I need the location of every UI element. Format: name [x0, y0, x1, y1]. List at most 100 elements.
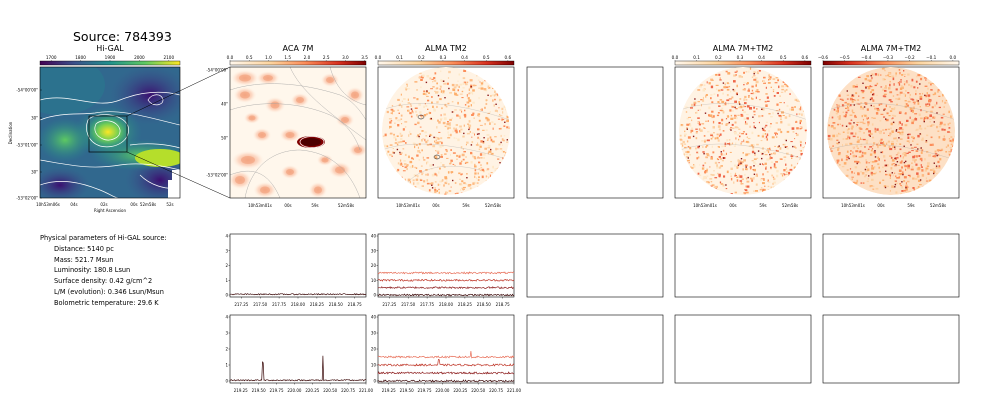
noise-pixel: [725, 123, 728, 126]
noise-pixel: [785, 171, 788, 173]
noise-pixel: [852, 135, 856, 138]
noise-pixel: [723, 145, 725, 147]
noise-pixel: [506, 119, 509, 123]
noise-pixel: [726, 99, 730, 102]
noise-pixel: [431, 101, 433, 104]
noise-pixel: [884, 78, 886, 81]
noise-pixel: [877, 163, 880, 166]
aca-emission-core: [239, 74, 251, 82]
noise-pixel: [467, 101, 470, 104]
noise-pixel-dark: [919, 83, 921, 85]
noise-pixel: [726, 123, 729, 125]
noise-pixel: [396, 170, 398, 173]
noise-pixel: [481, 168, 485, 172]
noise-pixel: [475, 144, 479, 146]
noise-pixel: [441, 144, 444, 147]
noise-pixel: [427, 173, 429, 176]
noise-pixel: [741, 141, 743, 143]
noise-pixel: [717, 101, 720, 104]
noise-pixel: [908, 142, 910, 144]
noise-pixel: [487, 144, 491, 147]
noise-pixel-dark: [747, 176, 749, 179]
noise-pixel: [921, 149, 924, 152]
noise-pixel: [748, 95, 750, 98]
noise-pixel: [725, 70, 728, 73]
noise-pixel: [894, 107, 896, 110]
noise-pixel: [720, 165, 723, 167]
noise-pixel: [897, 164, 900, 166]
noise-pixel: [769, 149, 771, 151]
aca-xtick-label: 52m58s: [338, 203, 354, 208]
higal-xlabel: Right Ascension: [94, 208, 126, 213]
noise-pixel: [411, 165, 414, 168]
noise-pixel: [948, 151, 951, 153]
noise-pixel: [402, 170, 406, 172]
colorbar-tick-higal: 2100: [163, 55, 174, 60]
noise-pixel: [786, 89, 788, 91]
noise-pixel: [874, 130, 877, 133]
noise-pixel: [727, 143, 729, 145]
noise-pixel: [768, 130, 770, 132]
noise-pixel: [852, 154, 856, 158]
noise-pixel: [719, 181, 722, 184]
noise-pixel: [828, 117, 830, 119]
noise-pixel: [752, 146, 755, 149]
noise-pixel: [932, 93, 935, 96]
noise-pixel: [490, 95, 492, 97]
noise-pixel: [716, 158, 719, 160]
noise-pixel: [456, 114, 459, 117]
noise-pixel: [776, 150, 779, 152]
noise-pixel: [453, 127, 455, 130]
noise-pixel: [857, 147, 859, 150]
noise-pixel: [836, 104, 840, 106]
noise-pixel: [782, 143, 786, 146]
noise-pixel: [473, 117, 475, 119]
empty-spec-3: [822, 233, 960, 298]
noise-pixel: [870, 86, 873, 88]
noise-pixel-dark: [444, 97, 446, 99]
noise-pixel: [721, 100, 725, 104]
noise-pixel: [434, 90, 436, 92]
noise-pixel: [763, 178, 765, 181]
noise-pixel: [851, 178, 853, 180]
noise-pixel: [415, 110, 417, 113]
noise-pixel: [697, 89, 701, 91]
noise-pixel: [450, 159, 453, 162]
noise-pixel: [502, 118, 505, 121]
colorbar-tick-tm2: 0.3: [440, 55, 447, 60]
noise-pixel: [907, 133, 911, 136]
noise-pixel: [494, 136, 497, 138]
noise-pixel: [852, 151, 854, 154]
noise-pixel: [874, 84, 877, 87]
noise-pixel-dark: [885, 164, 887, 166]
noise-pixel: [396, 135, 399, 137]
noise-pixel: [799, 141, 802, 144]
noise-pixel: [441, 93, 445, 94]
noise-pixel: [720, 89, 724, 91]
noise-pixel: [400, 93, 402, 96]
noise-pixel: [789, 168, 793, 171]
noise-pixel: [400, 135, 403, 137]
spectrum-xtick-label: 220.50: [471, 388, 485, 393]
colorbar-tick-comb1: 0.3: [737, 55, 744, 60]
colorbar-tick-tm2: 0.6: [505, 55, 512, 60]
noise-pixel: [479, 169, 482, 172]
spectrum-ytick-label: 0: [225, 293, 228, 298]
noise-pixel: [401, 152, 403, 154]
noise-pixel: [905, 188, 908, 190]
noise-pixel: [796, 113, 798, 116]
noise-pixel: [871, 167, 875, 170]
noise-pixel: [439, 167, 441, 170]
noise-pixel: [891, 142, 894, 146]
spectrum-series-2: [377, 278, 515, 282]
noise-pixel-dark: [687, 157, 689, 159]
noise-pixel: [790, 141, 793, 143]
noise-pixel: [744, 95, 747, 99]
noise-pixel: [917, 186, 920, 188]
noise-pixel: [925, 103, 927, 106]
noise-pixel-dark: [686, 128, 688, 130]
noise-pixel: [896, 177, 900, 179]
noise-pixel-dark: [846, 90, 848, 92]
comb2-axes: 10h53m01s 00s 59s 52m58s: [841, 203, 946, 208]
colorbar-tick-comb2: −0.2: [905, 55, 916, 60]
